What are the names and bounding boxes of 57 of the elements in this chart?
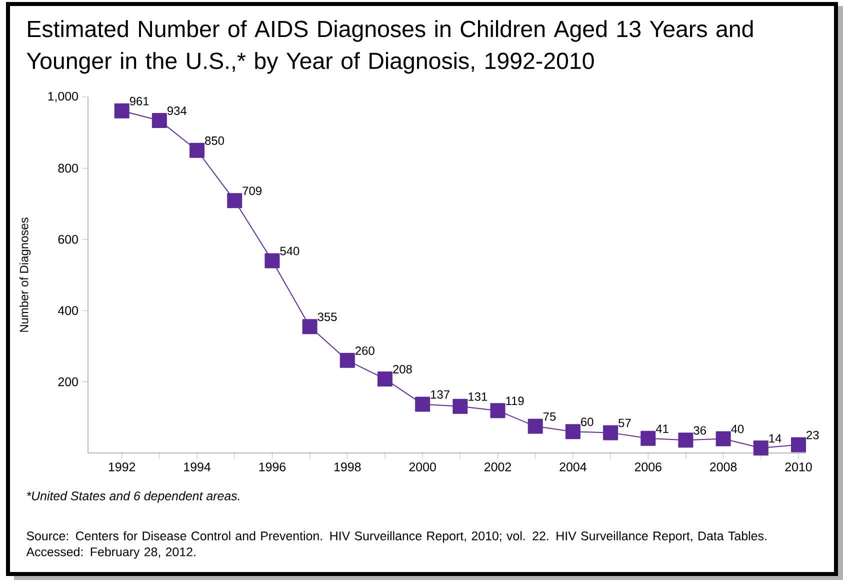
data-label: 75 [543, 412, 556, 421]
point [603, 425, 618, 440]
chart-title: Estimated Number of AIDS Diagnoses in Children Aged 13 Years and Younger in the U.S.,* by Year of Diagnosis, 1992-2010 [26, 20, 753, 74]
point [227, 193, 242, 208]
data-label: 36 [694, 426, 706, 435]
data-label: 57 [618, 418, 631, 428]
x-tick-label: 2006 [634, 462, 662, 472]
point [753, 440, 768, 456]
y-tick-label: 800 [58, 164, 78, 173]
data-label: 40 [731, 424, 744, 434]
data-label: 14 [769, 434, 782, 442]
x-tick-label: 2000 [409, 462, 436, 472]
data-label: 131 [468, 392, 488, 401]
data-label: 850 [205, 136, 224, 145]
text: *United States and 6 dependent areas. [26, 491, 240, 503]
data-label: 119 [506, 396, 524, 406]
point [678, 432, 694, 448]
x-tick-label: 2010 [785, 462, 812, 472]
x-tick-label: 1992 [108, 462, 136, 472]
x-tick-label: 1996 [259, 462, 286, 472]
y-tick-label: 1,000 [48, 92, 78, 102]
point [528, 418, 543, 434]
y-tick-label: 600 [58, 234, 78, 244]
data-label: 709 [242, 186, 262, 196]
x-tick-label: 1998 [334, 462, 361, 472]
point [302, 319, 318, 334]
point [340, 352, 355, 368]
point [716, 431, 731, 446]
data-label: 540 [280, 246, 300, 256]
data-label: 208 [393, 364, 412, 374]
point [264, 253, 280, 268]
y-axis-title: Number of Diagnoses [20, 218, 31, 332]
point [114, 103, 130, 118]
data-label: 260 [355, 346, 374, 355]
point [490, 403, 506, 418]
point [152, 112, 167, 128]
y-tick-label: 400 [58, 306, 78, 315]
x-tick-label: 2008 [710, 462, 737, 472]
x-tick-label: 1994 [184, 462, 211, 472]
point [640, 430, 656, 446]
data-label: 961 [130, 96, 149, 106]
point [452, 398, 468, 414]
data-label: 934 [167, 106, 187, 115]
source-note: Source: Centers for Disease Control and Prevention. HIV Surveillance Report, 2010; vol. 22. HIV Surveillance Report, Data Tables. Accessed: February 28, 2012. [26, 531, 766, 559]
data-label: 137 [430, 390, 450, 399]
point [565, 424, 580, 440]
x-tick-label: 2002 [484, 462, 511, 472]
data-label: 355 [318, 312, 337, 322]
point [415, 396, 430, 412]
point [790, 437, 806, 452]
y-tick-label: 200 [58, 377, 78, 386]
point [377, 371, 392, 386]
data-label: 60 [581, 418, 594, 426]
data-label: 41 [656, 424, 668, 433]
point [190, 142, 205, 158]
x-tick-label: 2004 [560, 462, 586, 472]
data-label: 23 [806, 430, 819, 440]
